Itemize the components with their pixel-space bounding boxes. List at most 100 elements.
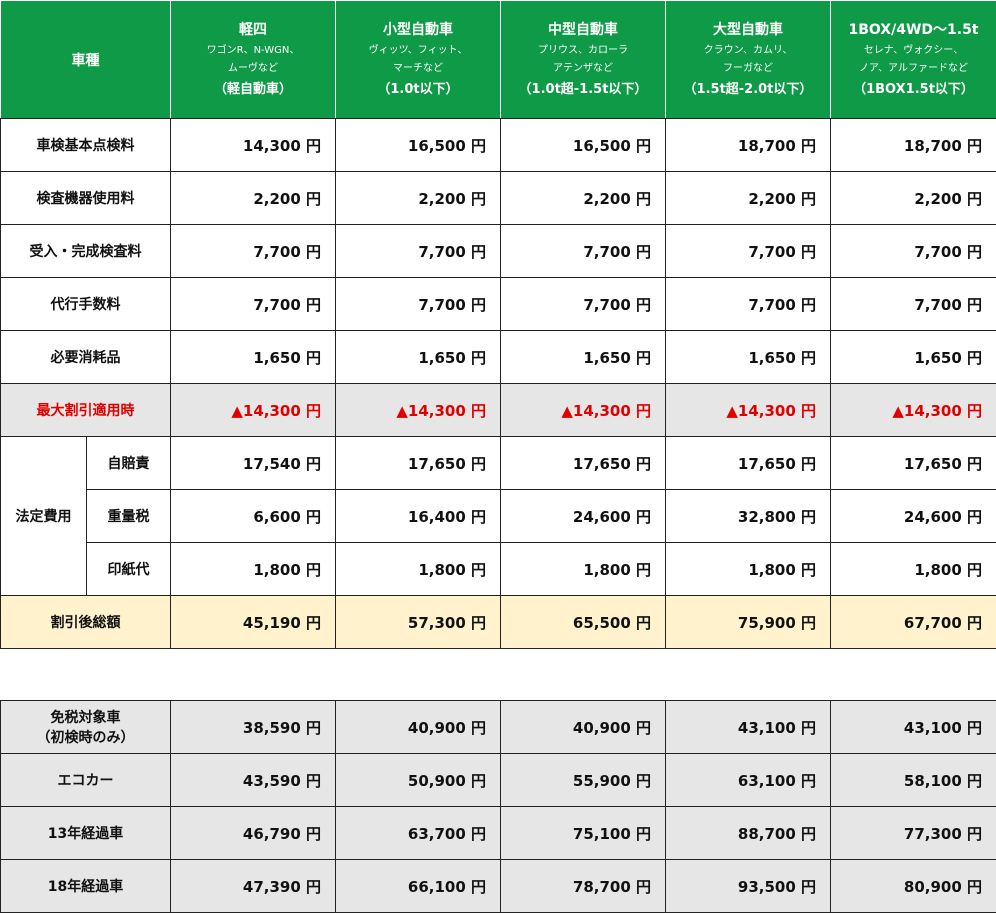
value: 38,590 円 bbox=[242, 718, 321, 737]
row-label-cell: 受入・完成検査料 bbox=[0, 224, 171, 278]
value-cell: 78,700 円 bbox=[500, 859, 666, 913]
value-cell: 32,800 円 bbox=[665, 489, 831, 543]
header-cell: 1BOX/4WD～1.5t セレナ、ヴォクシー、 ノア、アルファードなど （1BOX1… bbox=[830, 0, 996, 119]
value-cell: 58,100 円 bbox=[830, 753, 996, 807]
value: 65,500 円 bbox=[572, 613, 651, 632]
value: 7,700 円 bbox=[914, 295, 982, 314]
value-cell: 18,700 円 bbox=[665, 118, 831, 172]
value-cell: 24,600 円 bbox=[500, 489, 666, 543]
value-cell: 17,650 円 bbox=[500, 436, 666, 490]
row-label: 代行手数料 bbox=[50, 297, 121, 313]
value-cell: 6,600 円 bbox=[170, 489, 336, 543]
value: 7,700 円 bbox=[748, 295, 816, 314]
column-models: ワゴンR、N-WGN、 bbox=[206, 44, 300, 56]
row-label-cell: 代行手数料 bbox=[0, 277, 171, 331]
value: 17,650 円 bbox=[903, 454, 982, 473]
value-cell: 75,900 円 bbox=[665, 595, 831, 649]
value: 66,100 円 bbox=[407, 877, 486, 896]
row-label-cell: エコカー bbox=[0, 753, 171, 807]
column-class: （1BOX1.5t以下） bbox=[853, 81, 974, 97]
value: 1,800 円 bbox=[583, 560, 651, 579]
column-name: 小型自動車 bbox=[383, 21, 453, 38]
value: 24,600 円 bbox=[903, 507, 982, 526]
value: 7,700 円 bbox=[748, 242, 816, 261]
value-cell: 2,200 円 bbox=[830, 171, 996, 225]
value-cell: ▲14,300 円 bbox=[335, 383, 501, 437]
value: 1,800 円 bbox=[914, 560, 982, 579]
value: 2,200 円 bbox=[583, 189, 651, 208]
value-cell: 63,700 円 bbox=[335, 806, 501, 860]
value-cell: 55,900 円 bbox=[500, 753, 666, 807]
value-cell: 88,700 円 bbox=[665, 806, 831, 860]
value: 2,200 円 bbox=[914, 189, 982, 208]
value-cell: 1,650 円 bbox=[830, 330, 996, 384]
value: ▲14,300 円 bbox=[892, 401, 982, 420]
value: 7,700 円 bbox=[253, 295, 321, 314]
group-label-cell: 法定費用 bbox=[0, 436, 87, 596]
value-cell: 46,790 円 bbox=[170, 806, 336, 860]
value: 75,900 円 bbox=[737, 613, 816, 632]
value: 40,900 円 bbox=[572, 718, 651, 737]
value: ▲14,300 円 bbox=[231, 401, 321, 420]
value-cell: 2,200 円 bbox=[665, 171, 831, 225]
row-label: 13年経過車 bbox=[47, 826, 124, 842]
column-models: アテンザなど bbox=[553, 62, 613, 74]
row-label-cell: 印紙代 bbox=[86, 542, 171, 596]
value: 7,700 円 bbox=[253, 242, 321, 261]
value-cell: 57,300 円 bbox=[335, 595, 501, 649]
value-cell: 17,650 円 bbox=[830, 436, 996, 490]
value: 2,200 円 bbox=[253, 189, 321, 208]
value-cell: 1,800 円 bbox=[170, 542, 336, 596]
header-cell: 中型自動車 プリウス、カローラ アテンザなど （1.0t超-1.5t以下） bbox=[500, 0, 666, 119]
row-label: エコカー bbox=[57, 773, 114, 789]
value-cell: 18,700 円 bbox=[830, 118, 996, 172]
value-cell: 1,650 円 bbox=[665, 330, 831, 384]
value-cell: 40,900 円 bbox=[500, 700, 666, 754]
value: 1,650 円 bbox=[418, 348, 486, 367]
value: 43,100 円 bbox=[737, 718, 816, 737]
row-label-cell: 13年経過車 bbox=[0, 806, 171, 860]
value: 1,800 円 bbox=[418, 560, 486, 579]
value: 58,100 円 bbox=[903, 771, 982, 790]
value-cell: 7,700 円 bbox=[170, 224, 336, 278]
column-models: プリウス、カローラ bbox=[538, 44, 628, 56]
value: 50,900 円 bbox=[407, 771, 486, 790]
value: 40,900 円 bbox=[407, 718, 486, 737]
value-cell: 43,590 円 bbox=[170, 753, 336, 807]
value-cell: 1,800 円 bbox=[830, 542, 996, 596]
value-cell: 40,900 円 bbox=[335, 700, 501, 754]
value: 47,390 円 bbox=[242, 877, 321, 896]
value: 2,200 円 bbox=[748, 189, 816, 208]
row-label-cell: 車検基本点検料 bbox=[0, 118, 171, 172]
value-cell: 7,700 円 bbox=[170, 277, 336, 331]
value: 45,190 円 bbox=[242, 613, 321, 632]
value-cell: 7,700 円 bbox=[665, 277, 831, 331]
row-label-cell: 自賠責 bbox=[86, 436, 171, 490]
column-models: ムーヴなど bbox=[228, 62, 278, 74]
value-cell: 14,300 円 bbox=[170, 118, 336, 172]
value-cell: 1,650 円 bbox=[335, 330, 501, 384]
row-label: 印紙代 bbox=[107, 562, 150, 578]
value-cell: 93,500 円 bbox=[665, 859, 831, 913]
row-label: 自賠責 bbox=[107, 456, 150, 472]
value-cell: 1,800 円 bbox=[500, 542, 666, 596]
value: 32,800 円 bbox=[737, 507, 816, 526]
value-cell: 75,100 円 bbox=[500, 806, 666, 860]
value: ▲14,300 円 bbox=[396, 401, 486, 420]
value-cell: 63,100 円 bbox=[665, 753, 831, 807]
value: 77,300 円 bbox=[903, 824, 982, 843]
value: 46,790 円 bbox=[242, 824, 321, 843]
value-cell: 77,300 円 bbox=[830, 806, 996, 860]
value: 7,700 円 bbox=[583, 295, 651, 314]
header-cell: 小型自動車 ヴィッツ、フィット、 マーチなど （1.0t以下） bbox=[335, 0, 501, 119]
value-cell: 2,200 円 bbox=[335, 171, 501, 225]
row-label-cell: 検査機器使用料 bbox=[0, 171, 171, 225]
value-cell: 67,700 円 bbox=[830, 595, 996, 649]
column-name: 大型自動車 bbox=[713, 21, 783, 38]
value-cell: 2,200 円 bbox=[170, 171, 336, 225]
value: 55,900 円 bbox=[572, 771, 651, 790]
row-label-cell: 重量税 bbox=[86, 489, 171, 543]
value: 14,300 円 bbox=[242, 136, 321, 155]
header-label: 車種 bbox=[71, 52, 100, 69]
value-cell: ▲14,300 円 bbox=[500, 383, 666, 437]
